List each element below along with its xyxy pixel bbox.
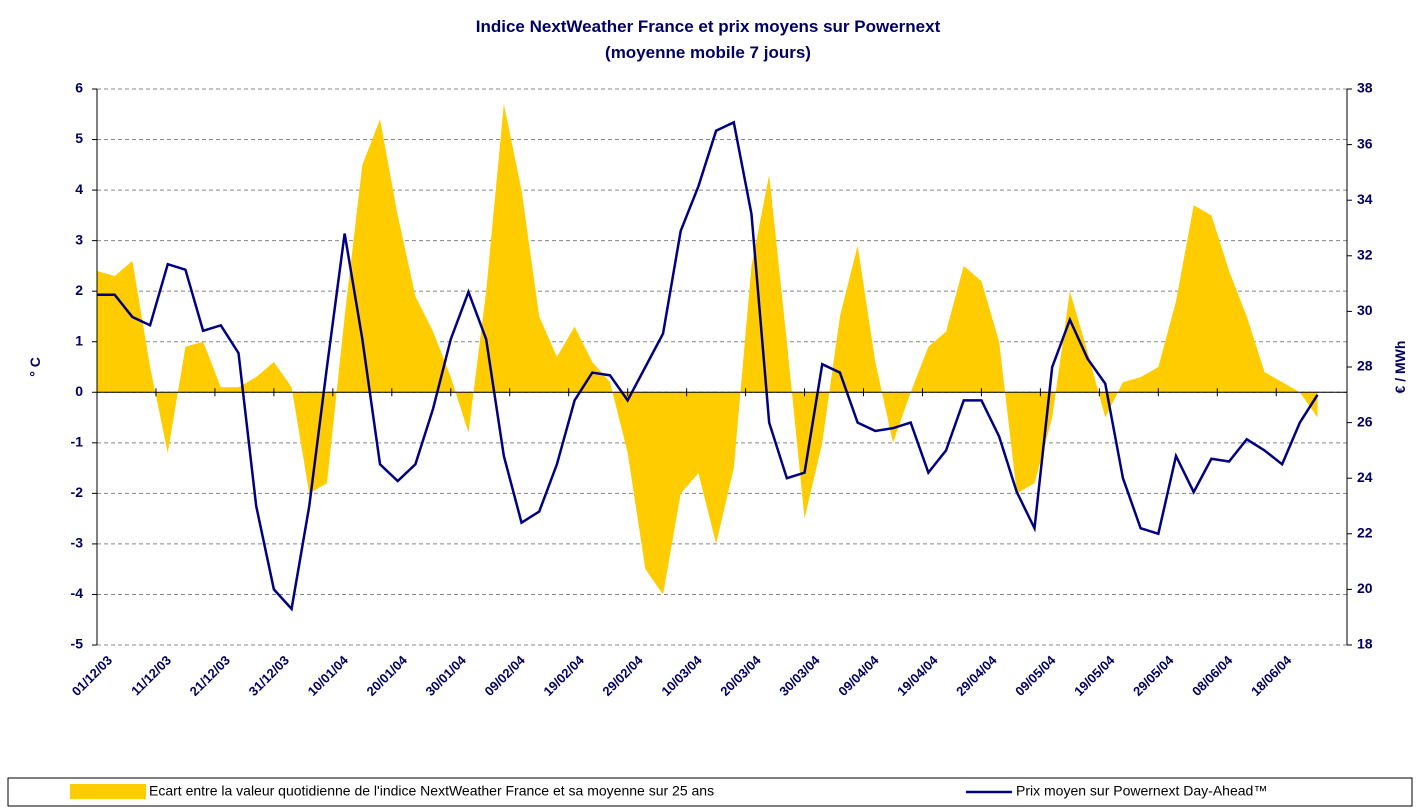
y2-axis-label: € / MWh (1392, 341, 1408, 394)
x-tick-label: 11/12/03 (128, 653, 174, 699)
y2-tick-label: 18 (1357, 636, 1373, 652)
y-tick-label: -1 (71, 434, 84, 450)
area (97, 104, 1318, 595)
y-tick-label: -4 (71, 585, 84, 601)
y-tick-label: 0 (75, 383, 83, 399)
x-tick-label: 08/06/04 (1189, 652, 1236, 699)
y-axis-label: ° C (27, 357, 43, 377)
y2-tick-label: 38 (1357, 80, 1373, 96)
x-tick-label: 19/02/04 (540, 652, 587, 699)
y-tick-label: -2 (71, 484, 84, 500)
x-tick-label: 19/05/04 (1071, 652, 1118, 699)
y2-tick-label: 32 (1357, 247, 1373, 263)
x-tick-label: 21/12/03 (187, 653, 233, 699)
x-tick-label: 10/03/04 (658, 652, 705, 699)
x-tick-label: 19/04/04 (894, 652, 941, 699)
x-tick-label: 30/01/04 (423, 652, 470, 699)
x-tick-label: 10/01/04 (305, 652, 352, 699)
legend-swatch (70, 784, 146, 799)
line (97, 120, 1319, 612)
y2-tick-label: 36 (1357, 135, 1373, 151)
x-tick-label: 20/03/04 (717, 652, 764, 699)
y2-tick-label: 30 (1357, 302, 1373, 318)
x-tick-label: 29/02/04 (599, 652, 646, 699)
y-tick-label: 1 (75, 332, 83, 348)
chart-title: Indice NextWeather France et prix moyens… (476, 17, 941, 36)
y-tick-label: 3 (75, 231, 83, 247)
y-tick-label: -3 (71, 535, 84, 551)
chart-subtitle: (moyenne mobile 7 jours) (605, 43, 811, 62)
y-tick-label: 4 (75, 181, 83, 197)
y-tick-label: 2 (75, 282, 83, 298)
y2-tick-label: 26 (1357, 413, 1373, 429)
x-tick-label: 29/05/04 (1130, 652, 1177, 699)
x-tick-label: 09/05/04 (1012, 652, 1059, 699)
y2-tick-label: 24 (1357, 469, 1373, 485)
y2-tick-label: 34 (1357, 191, 1373, 207)
y-tick-label: 6 (75, 80, 83, 96)
x-tick-label: 20/01/04 (364, 652, 411, 699)
y-tick-label: -5 (71, 636, 84, 652)
legend-label: Ecart entre la valeur quotidienne de l'i… (149, 783, 714, 799)
x-tick-label: 30/03/04 (776, 652, 823, 699)
x-tick-label: 29/04/04 (953, 652, 1000, 699)
legend-label: Prix moyen sur Powernext Day-Ahead™ (1016, 783, 1267, 799)
y-tick-label: 5 (75, 130, 83, 146)
x-tick-label: 18/06/04 (1248, 652, 1295, 699)
x-tick-label: 09/04/04 (835, 652, 882, 699)
x-tick-label: 01/12/03 (69, 653, 115, 699)
legend-box (7, 777, 1413, 807)
y2-tick-label: 22 (1357, 525, 1373, 541)
x-tick-label: 31/12/03 (246, 653, 292, 699)
y2-tick-label: 28 (1357, 358, 1373, 374)
y2-tick-label: 20 (1357, 580, 1373, 596)
x-tick-label: 09/02/04 (481, 652, 528, 699)
